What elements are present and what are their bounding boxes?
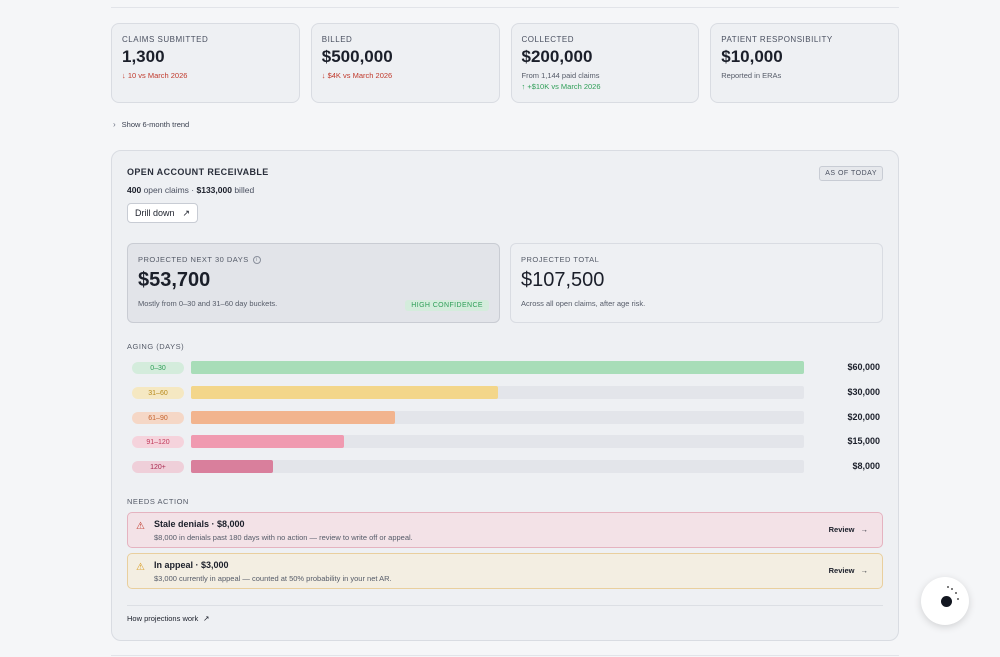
- aging-bucket-pill: 31–60: [132, 387, 184, 399]
- review-label: Review: [828, 566, 855, 575]
- aging-track: [191, 411, 804, 424]
- info-icon[interactable]: i: [252, 255, 261, 264]
- trend-toggle-label: Show 6-month trend: [121, 120, 190, 129]
- aging-row: 120+ $8,000: [132, 460, 884, 473]
- aging-bucket-pill: 91–120: [132, 436, 184, 448]
- kpi-label: COLLECTED: [521, 35, 575, 44]
- aging-track: [191, 361, 804, 374]
- kpi-billed: BILLED $500,000 ↓ $4K vs March 2026: [310, 23, 500, 103]
- spinner-dot: [955, 592, 957, 594]
- open-ar-panel: OPEN ACCOUNT RECEIVABLE AS OF TODAY 400 …: [111, 150, 899, 641]
- proj-value: $107,500: [521, 269, 605, 291]
- kpi-delta: ↑ +$10K vs March 2026: [521, 82, 601, 91]
- footer-divider: [127, 605, 883, 606]
- external-link-icon: ↗: [203, 614, 210, 623]
- panel-title: OPEN ACCOUNT RECEIVABLE: [127, 167, 269, 177]
- as-of-badge: AS OF TODAY: [819, 166, 883, 181]
- aging-amount: $30,000: [847, 387, 880, 397]
- aging-bar: [191, 386, 498, 399]
- kpi-value: $10,000: [721, 47, 783, 66]
- aging-bucket-pill: 61–90: [132, 412, 184, 424]
- spinner-dot: [947, 586, 949, 588]
- top-divider: [111, 7, 899, 8]
- spinner-dot: [957, 598, 959, 600]
- aging-bar: [191, 460, 273, 473]
- proj-value: $53,700: [138, 269, 211, 291]
- arrow-right-icon: →: [860, 525, 869, 534]
- projected-total-card: PROJECTED TOTAL $107,500 Across all open…: [510, 243, 883, 323]
- show-trend-toggle[interactable]: › Show 6-month trend: [113, 120, 189, 129]
- drill-down-label: Drill down: [135, 208, 175, 218]
- aging-bar: [191, 435, 345, 448]
- action-desc: $3,000 currently in appeal — counted at …: [154, 574, 392, 583]
- bottom-divider: [111, 655, 899, 656]
- kpi-claims-submitted: CLAIMS SUBMITTED 1,300 ↓ 10 vs March 202…: [111, 23, 300, 103]
- proj-label: PROJECTED NEXT 30 DAYS i: [138, 255, 489, 264]
- open-claims-summary: 400 open claims · $133,000 billed: [127, 185, 254, 195]
- proj-label: PROJECTED TOTAL: [521, 255, 600, 264]
- aging-row: 0–30 $60,000: [132, 361, 884, 374]
- review-button[interactable]: Review →: [829, 566, 868, 575]
- review-button[interactable]: Review →: [829, 525, 868, 534]
- spinner-dot: [951, 588, 953, 590]
- proj-sub: Mostly from 0–30 and 31–60 day buckets.: [138, 299, 278, 308]
- chevron-right-icon: ›: [113, 120, 116, 129]
- review-label: Review: [828, 525, 855, 534]
- kpi-label: PATIENT RESPONSIBILITY: [721, 35, 833, 44]
- arrow-right-icon: →: [860, 566, 869, 575]
- aging-row: 91–120 $15,000: [132, 435, 884, 448]
- aging-amount: $20,000: [847, 412, 880, 422]
- projected-30-days-card: PROJECTED NEXT 30 DAYS i $53,700 Mostly …: [127, 243, 500, 323]
- in-appeal-card: ⚠ In appeal · $3,000 $3,000 currently in…: [127, 553, 883, 589]
- kpi-note: Reported in ERAs: [721, 71, 782, 80]
- arrow-up-right-icon: ↗: [182, 207, 191, 218]
- aging-row: 31–60 $30,000: [132, 386, 884, 399]
- kpi-label: BILLED: [321, 35, 353, 44]
- kpi-note: From 1,144 paid claims: [521, 71, 600, 80]
- aging-track: [191, 435, 804, 448]
- kpi-value: $200,000: [521, 47, 593, 66]
- kpi-row: CLAIMS SUBMITTED 1,300 ↓ 10 vs March 202…: [111, 23, 899, 103]
- aging-row: 61–90 $20,000: [132, 411, 884, 424]
- kpi-patient-responsibility: PATIENT RESPONSIBILITY $10,000 Reported …: [710, 23, 899, 103]
- needs-action-label: NEEDS ACTION: [127, 497, 189, 506]
- action-desc: $8,000 in denials past 180 days with no …: [154, 533, 413, 542]
- open-count: 400: [127, 185, 142, 195]
- kpi-label: CLAIMS SUBMITTED: [122, 35, 209, 44]
- aging-bucket-pill: 120+: [132, 461, 184, 473]
- how-projections-work-link[interactable]: How projections work ↗: [127, 614, 210, 623]
- aging-bucket-pill: 0–30: [132, 362, 184, 374]
- proj-label-text: PROJECTED NEXT 30 DAYS: [138, 255, 249, 264]
- kpi-value: 1,300: [122, 47, 165, 66]
- how-link-label: How projections work: [127, 614, 199, 623]
- aging-bar: [191, 361, 804, 374]
- open-text: open claims ·: [143, 185, 195, 195]
- assistant-icon: [941, 596, 952, 607]
- billed-text: billed: [234, 185, 255, 195]
- aging-label: AGING (DAYS): [127, 342, 185, 351]
- confidence-badge: HIGH CONFIDENCE: [405, 300, 489, 311]
- aging-amount: $8,000: [852, 461, 880, 471]
- proj-sub: Across all open claims, after age risk.: [521, 299, 646, 308]
- aging-amount: $15,000: [847, 436, 880, 446]
- aging-track: [191, 386, 804, 399]
- drill-down-button[interactable]: Drill down ↗: [127, 203, 199, 223]
- alert-triangle-icon: ⚠: [136, 521, 145, 532]
- billed-amount: $133,000: [196, 185, 232, 195]
- stale-denials-card: ⚠ Stale denials · $8,000 $8,000 in denia…: [127, 512, 883, 548]
- kpi-delta: ↓ 10 vs March 2026: [122, 71, 188, 80]
- action-title: In appeal · $3,000: [154, 560, 229, 570]
- action-title: Stale denials · $8,000: [154, 519, 245, 529]
- kpi-value: $500,000: [321, 47, 393, 66]
- kpi-delta: ↓ $4K vs March 2026: [321, 71, 393, 80]
- warning-icon: ⚠: [136, 562, 145, 573]
- aging-amount: $60,000: [847, 362, 880, 372]
- aging-track: [191, 460, 804, 473]
- kpi-collected: COLLECTED $200,000 From 1,144 paid claim…: [510, 23, 700, 103]
- aging-bar: [191, 411, 396, 424]
- assistant-fab-button[interactable]: [921, 577, 969, 625]
